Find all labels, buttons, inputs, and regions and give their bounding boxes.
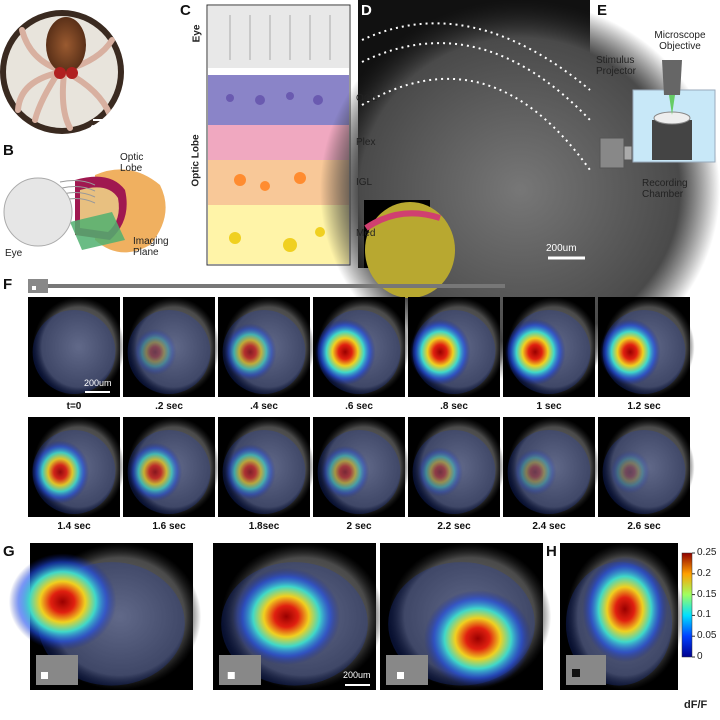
- time-label: .6 sec: [345, 401, 373, 412]
- activity: [417, 447, 463, 497]
- activity: [409, 319, 471, 385]
- activity: [599, 319, 661, 385]
- activity: [504, 319, 566, 385]
- noise: [32, 310, 116, 394]
- stimulus-dot: [41, 672, 48, 679]
- colorbar-label: dF/F: [684, 699, 708, 711]
- colorbar-tick-label: 0.1: [697, 609, 711, 621]
- time-label: 2.2 sec: [437, 521, 471, 532]
- activity: [224, 444, 276, 500]
- time-label: 2.4 sec: [532, 521, 566, 532]
- scale-label: 200um: [84, 378, 112, 388]
- time-label: 2.6 sec: [627, 521, 661, 532]
- activity: [314, 319, 376, 385]
- time-label: 1.8sec: [248, 521, 280, 532]
- activity: [133, 328, 177, 376]
- stimulus-dot: [32, 286, 36, 290]
- activity: [321, 445, 370, 499]
- time-label: t=0: [66, 401, 82, 412]
- label: Stimulus Projector: [596, 55, 637, 77]
- colorbar: [681, 552, 693, 658]
- octopus-photo: [0, 10, 124, 134]
- label: Optic Lobe: [120, 152, 144, 174]
- activity: [223, 323, 277, 381]
- scale-label: 200um: [343, 670, 371, 680]
- time-label: 1.6 sec: [152, 521, 186, 532]
- layer-label: OGL: [356, 93, 378, 104]
- activity: [424, 590, 532, 688]
- time-label: .2 sec: [155, 401, 183, 412]
- activity: [128, 442, 183, 502]
- label: Eye: [5, 248, 23, 259]
- activity: [8, 553, 117, 651]
- colorbar-tick-label: 0: [697, 651, 703, 662]
- panel-letter: A: [3, 2, 14, 19]
- activity: [610, 450, 651, 494]
- scale-label: 1mm: [90, 124, 113, 135]
- stimulus-box: [28, 279, 48, 293]
- time-label: .4 sec: [250, 401, 278, 412]
- label: Imaging Plane: [133, 236, 169, 258]
- layer-label: Med: [356, 228, 376, 239]
- activity: [31, 440, 90, 504]
- label: Recording Chamber: [642, 178, 688, 200]
- colorbar-tick-label: 0.05: [697, 630, 717, 642]
- time-label: 1.4 sec: [57, 521, 91, 532]
- time-label: 1.2 sec: [627, 401, 661, 412]
- stimulus-dot: [572, 669, 580, 677]
- stimulus-dot: [397, 672, 404, 679]
- activity: [582, 556, 668, 663]
- panel-letter: C: [180, 2, 191, 19]
- activity: [232, 567, 341, 666]
- colorbar-tick-label: 0.15: [697, 588, 717, 600]
- stimulus-inset: [36, 655, 78, 685]
- label: Microscope Objective: [654, 30, 706, 52]
- time-label: .8 sec: [440, 401, 468, 412]
- activity: [513, 448, 557, 496]
- side-label: Eye: [191, 24, 203, 43]
- stimulus-timeline: [48, 284, 505, 288]
- panel-letter: H: [546, 543, 557, 560]
- panel-letter: G: [3, 543, 15, 560]
- brain-diagram: [3, 169, 166, 253]
- time-label: 1 sec: [536, 401, 562, 412]
- panel-letter: D: [361, 2, 372, 19]
- panel-letter: E: [597, 2, 608, 19]
- scale-label: 200um: [546, 243, 577, 254]
- layer-label: Plex: [356, 137, 376, 148]
- layer-label: IGL: [356, 177, 373, 188]
- time-label: 2 sec: [346, 521, 372, 532]
- colorbar-tick-label: 0.25: [697, 547, 717, 558]
- stimulus-inset: [386, 655, 428, 685]
- stimulus-inset: [219, 655, 261, 685]
- stimulus-dot: [227, 672, 235, 679]
- colorbar-tick-label: 0.2: [697, 567, 711, 579]
- setup-diagram: [599, 60, 716, 169]
- brain: [32, 297, 125, 397]
- side-label: Optic Lobe: [190, 134, 202, 187]
- panel-letter: F: [3, 276, 13, 293]
- panel-letter: B: [3, 142, 14, 159]
